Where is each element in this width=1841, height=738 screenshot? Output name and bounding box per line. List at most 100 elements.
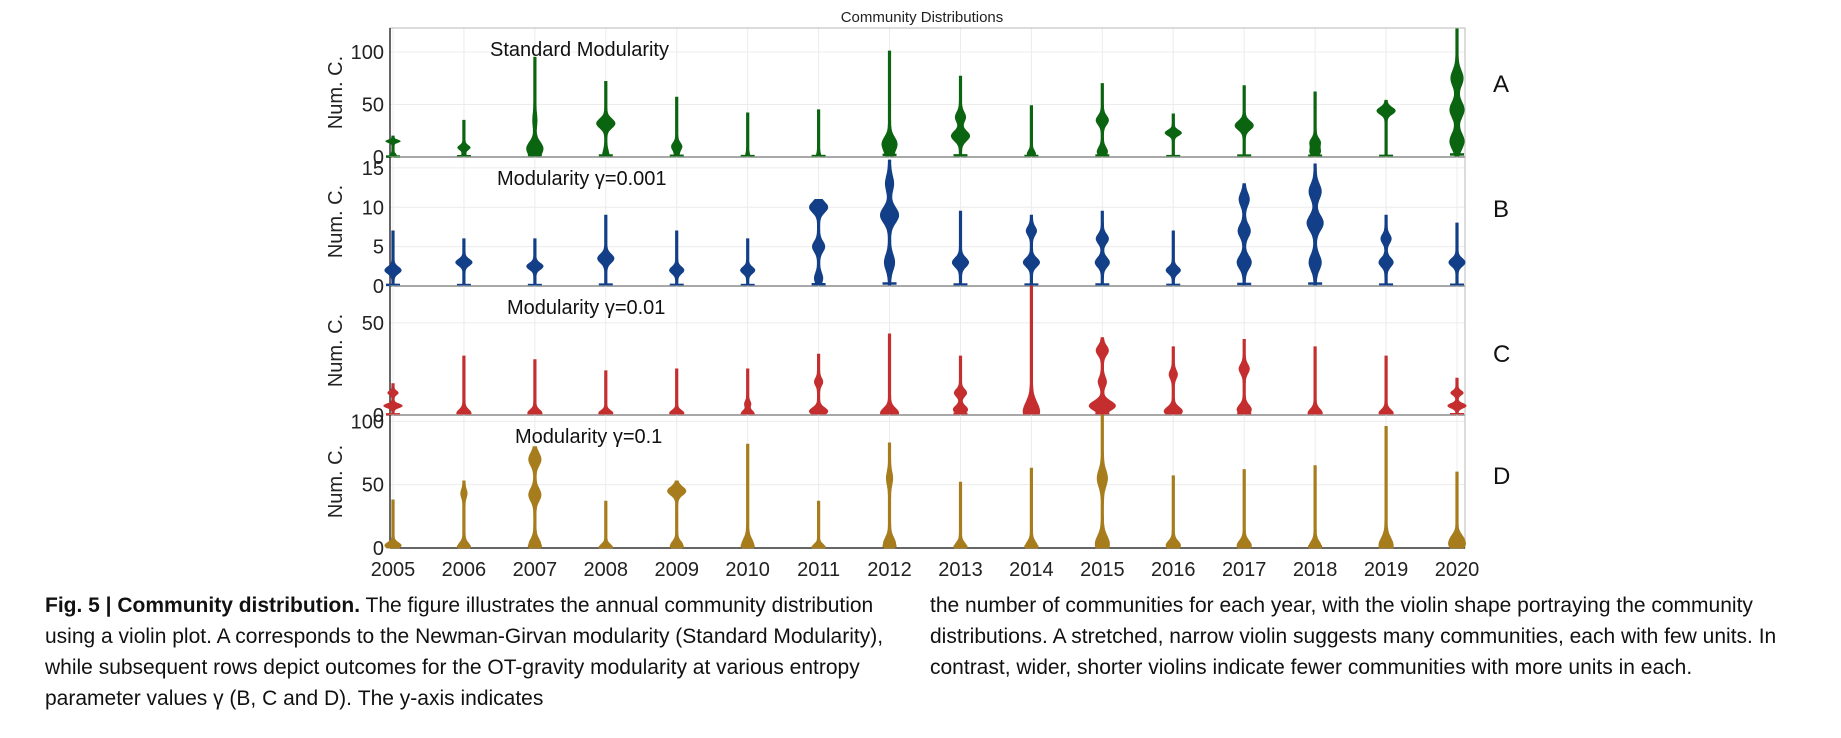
x-tick-label: 2012 (867, 559, 912, 581)
y-axis-label: Num. C. (325, 445, 347, 518)
y-tick-label: 0 (373, 276, 384, 298)
panel-label: Modularity γ=0.001 (497, 168, 667, 190)
violin-b-2014 (1022, 214, 1041, 287)
violin-c-2019 (1378, 355, 1394, 416)
figure-caption-left: Fig. 5 | Community distribution. The fig… (45, 590, 905, 714)
violin-c-2013 (952, 355, 968, 416)
violin-d-2007 (528, 446, 542, 549)
violin-b-2019 (1378, 214, 1394, 287)
violin-d-2013 (953, 481, 968, 549)
violin-c-2015 (1088, 337, 1116, 416)
x-tick-label: 2010 (725, 559, 770, 581)
violin-c-2017 (1236, 339, 1252, 416)
panel-label: Modularity γ=0.1 (515, 426, 662, 448)
violin-b-2016 (1165, 230, 1181, 287)
figure-caption-right: the number of communities for each year,… (930, 590, 1810, 683)
violin-a-2006 (457, 119, 471, 158)
violin-b-2011 (809, 199, 829, 287)
y-tick-label: 5 (373, 237, 384, 259)
y-axis-label: Num. C. (325, 56, 347, 129)
violin-d-2019 (1378, 426, 1394, 549)
violin-b-2005 (384, 230, 402, 287)
y-tick-label: 0 (373, 147, 384, 169)
violin-c-2016 (1163, 346, 1183, 416)
x-tick-label: 2017 (1222, 559, 1267, 581)
x-tick-label: 2019 (1364, 559, 1409, 581)
caption-right-text: the number of communities for each year,… (930, 594, 1777, 679)
violin-a-2016 (1164, 113, 1182, 158)
x-tick-label: 2008 (584, 559, 629, 581)
violin-c-2005 (383, 383, 403, 416)
violin-d-2014 (1024, 467, 1039, 549)
violin-d-2010 (741, 443, 755, 549)
x-tick-label: 2016 (1151, 559, 1196, 581)
panel-c: 0 50 Num. C. Modularity γ=0.01 C (325, 285, 1510, 427)
y-tick-label: 100 (351, 42, 384, 64)
x-axis: 2005 2006 2007 2008 2009 2010 2011 2012 2013 2014… (371, 559, 1480, 581)
violin-d-2017 (1236, 469, 1252, 549)
violin-d-2008 (599, 500, 613, 549)
violin-a-2009 (671, 96, 683, 158)
panel-letter: B (1493, 196, 1509, 223)
violin-b-2006 (455, 238, 473, 287)
x-tick-label: 2018 (1293, 559, 1338, 581)
violin-c-2012 (879, 333, 900, 416)
x-tick-label: 2015 (1080, 559, 1125, 581)
violin-c-2006 (456, 355, 472, 416)
violin-b-2013 (951, 210, 970, 287)
x-tick-label: 2011 (797, 559, 840, 581)
violin-a-2018 (1309, 91, 1322, 158)
violin-b-2012 (879, 159, 900, 287)
violin-c-2010 (741, 368, 755, 416)
violin-a-2012 (881, 50, 898, 158)
violin-b-2007 (526, 238, 544, 287)
violin-a-2007 (526, 56, 544, 158)
violin-a-2011 (816, 109, 822, 158)
violin-a-2020 (1449, 28, 1465, 158)
violin-c-2009 (669, 368, 685, 416)
violin-a-2014 (1026, 105, 1037, 158)
violin-a-2010 (745, 112, 751, 158)
y-tick-label: 100 (351, 411, 384, 433)
panel-letter: D (1493, 463, 1510, 490)
violin-c-2014 (1022, 285, 1041, 416)
chart-title: Community Distributions (841, 9, 1004, 26)
violin-d-2016 (1165, 475, 1181, 549)
y-tick-label: 50 (362, 313, 384, 335)
panel-letter: A (1493, 71, 1509, 98)
y-tick-label: 50 (362, 95, 384, 117)
y-tick-label: 15 (362, 158, 384, 180)
violin-a-2005 (385, 135, 401, 158)
x-tick-label: 2020 (1435, 559, 1480, 581)
violin-d-2015 (1094, 414, 1110, 549)
violin-a-2019 (1376, 99, 1396, 158)
violin-c-2011 (808, 353, 829, 416)
y-axis-label: Num. C. (325, 314, 347, 387)
violin-a-2017 (1234, 85, 1254, 158)
x-tick-label: 2005 (371, 559, 416, 581)
y-axis-label: Num. C. (325, 185, 347, 258)
x-tick-label: 2007 (513, 559, 558, 581)
violin-d-2005 (384, 499, 402, 549)
violin-b-2020 (1448, 222, 1466, 287)
panel-b: 0 5 10 15 Num. C. Modularity γ=0.001 B (325, 156, 1509, 298)
violin-b-2009 (669, 230, 685, 287)
violin-b-2017 (1236, 183, 1252, 287)
violin-c-2018 (1307, 346, 1323, 416)
violin-c-2020 (1447, 377, 1467, 416)
x-tick-label: 2006 (442, 559, 487, 581)
violin-a-2008 (596, 81, 616, 158)
y-tick-label: 0 (373, 405, 384, 427)
violin-d-2011 (811, 500, 826, 549)
x-tick-label: 2014 (1009, 559, 1054, 581)
violin-d-2006 (457, 480, 471, 549)
panel-label: Standard Modularity (490, 39, 669, 61)
violin-d-2012 (882, 442, 897, 549)
violin-c-2008 (598, 370, 614, 416)
x-tick-label: 2009 (654, 559, 699, 581)
violin-b-2018 (1306, 163, 1324, 287)
